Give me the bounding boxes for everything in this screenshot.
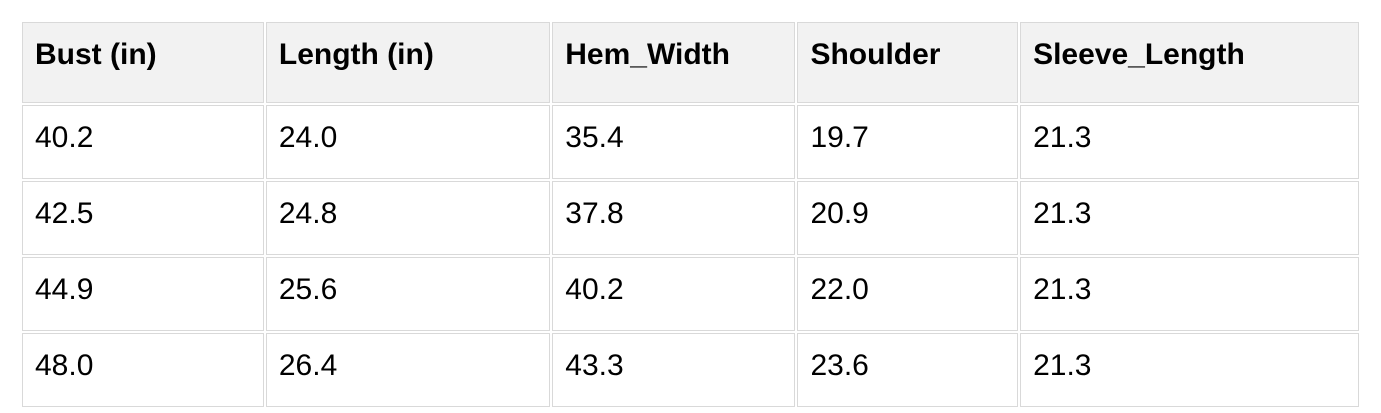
table-cell: 21.3 — [1020, 105, 1359, 179]
column-header: Bust (in) — [22, 22, 264, 103]
table-cell: 43.3 — [552, 333, 796, 407]
table-cell: 35.4 — [552, 105, 796, 179]
table-row: 42.5 24.8 37.8 20.9 21.3 — [22, 181, 1359, 255]
table-cell: 44.9 — [22, 257, 264, 331]
table-cell: 24.8 — [265, 181, 551, 255]
table-cell: 42.5 — [22, 181, 264, 255]
table-cell: 19.7 — [797, 105, 1019, 179]
table-cell: 23.6 — [797, 333, 1019, 407]
table-row: 48.0 26.4 43.3 23.6 21.3 — [22, 333, 1359, 407]
table-cell: 37.8 — [552, 181, 796, 255]
table-cell: 40.2 — [22, 105, 264, 179]
column-header: Hem_Width — [552, 22, 796, 103]
table-cell: 26.4 — [265, 333, 551, 407]
table-body: 40.2 24.0 35.4 19.7 21.3 42.5 24.8 37.8 20.9 21.3… — [22, 105, 1359, 407]
column-header: Shoulder — [797, 22, 1019, 103]
column-header: Length (in) — [265, 22, 551, 103]
table-cell: 22.0 — [797, 257, 1019, 331]
table-cell: 40.2 — [552, 257, 796, 331]
table-cell: 21.3 — [1020, 333, 1359, 407]
table-row: 40.2 24.0 35.4 19.7 21.3 — [22, 105, 1359, 179]
table-cell: 48.0 — [22, 333, 264, 407]
measurements-table: Bust (in) Length (in) Hem_Width Shoulder Sle… — [20, 20, 1361, 409]
table-row: 44.9 25.6 40.2 22.0 21.3 — [22, 257, 1359, 331]
table-cell: 24.0 — [265, 105, 551, 179]
table-cell: 20.9 — [797, 181, 1019, 255]
table-cell: 21.3 — [1020, 181, 1359, 255]
column-header: Sleeve_Length — [1020, 22, 1359, 103]
table-cell: 25.6 — [265, 257, 551, 331]
table-header-row: Bust (in) Length (in) Hem_Width Shoulder Sle… — [22, 22, 1359, 103]
table-cell: 21.3 — [1020, 257, 1359, 331]
